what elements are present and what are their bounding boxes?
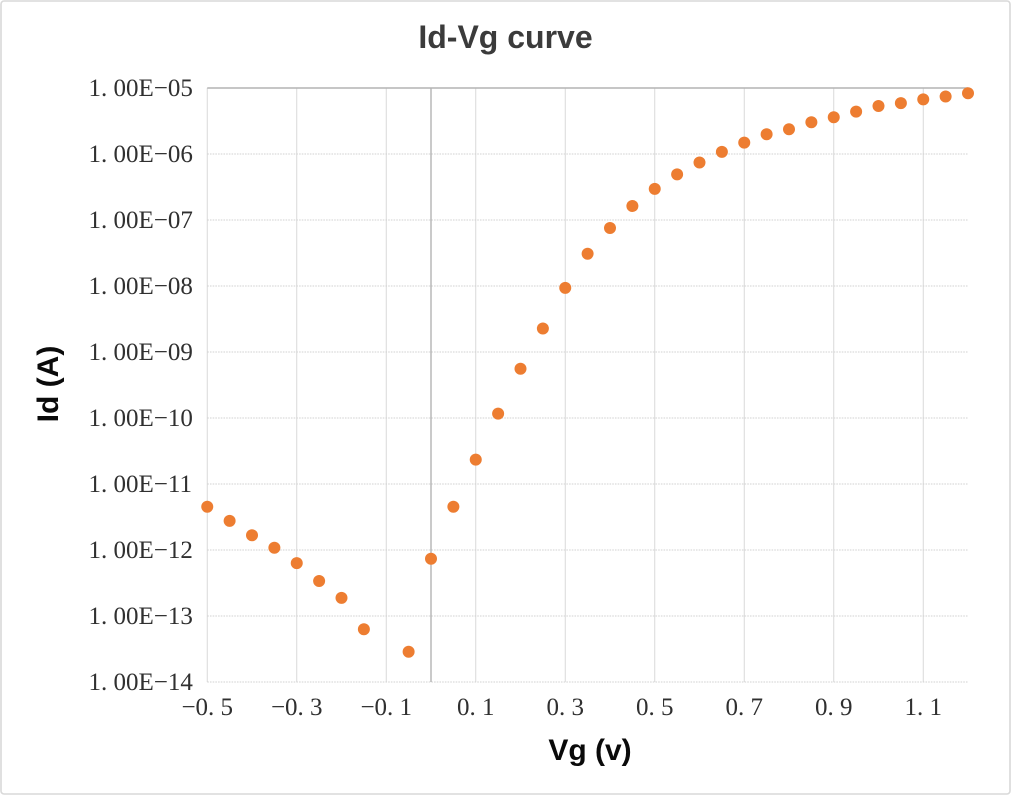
svg-text:1. 00E−12: 1. 00E−12 xyxy=(89,537,193,564)
svg-text:Id (A): Id (A) xyxy=(32,346,65,423)
svg-text:Id-Vg curve: Id-Vg curve xyxy=(418,19,592,55)
svg-text:−0. 3: −0. 3 xyxy=(271,694,323,721)
svg-text:1. 00E−11: 1. 00E−11 xyxy=(89,471,192,498)
svg-text:1. 00E−10: 1. 00E−10 xyxy=(89,405,193,432)
svg-text:1. 00E−13: 1. 00E−13 xyxy=(89,603,193,630)
svg-text:−0. 5: −0. 5 xyxy=(181,694,233,721)
svg-text:1. 00E−08: 1. 00E−08 xyxy=(89,273,193,300)
svg-text:0. 1: 0. 1 xyxy=(457,694,495,721)
svg-text:0. 5: 0. 5 xyxy=(636,694,674,721)
svg-text:0. 3: 0. 3 xyxy=(547,694,585,721)
svg-text:0. 7: 0. 7 xyxy=(726,694,764,721)
svg-text:−0. 1: −0. 1 xyxy=(360,694,412,721)
svg-text:Vg (v): Vg (v) xyxy=(548,734,631,767)
svg-text:1. 00E−06: 1. 00E−06 xyxy=(89,141,193,168)
svg-text:1. 00E−07: 1. 00E−07 xyxy=(89,207,193,234)
svg-text:1. 00E−14: 1. 00E−14 xyxy=(89,669,194,696)
svg-text:0. 9: 0. 9 xyxy=(815,694,853,721)
svg-text:1. 1: 1. 1 xyxy=(905,694,943,721)
svg-text:1. 00E−05: 1. 00E−05 xyxy=(89,75,193,102)
svg-text:1. 00E−09: 1. 00E−09 xyxy=(89,339,193,366)
